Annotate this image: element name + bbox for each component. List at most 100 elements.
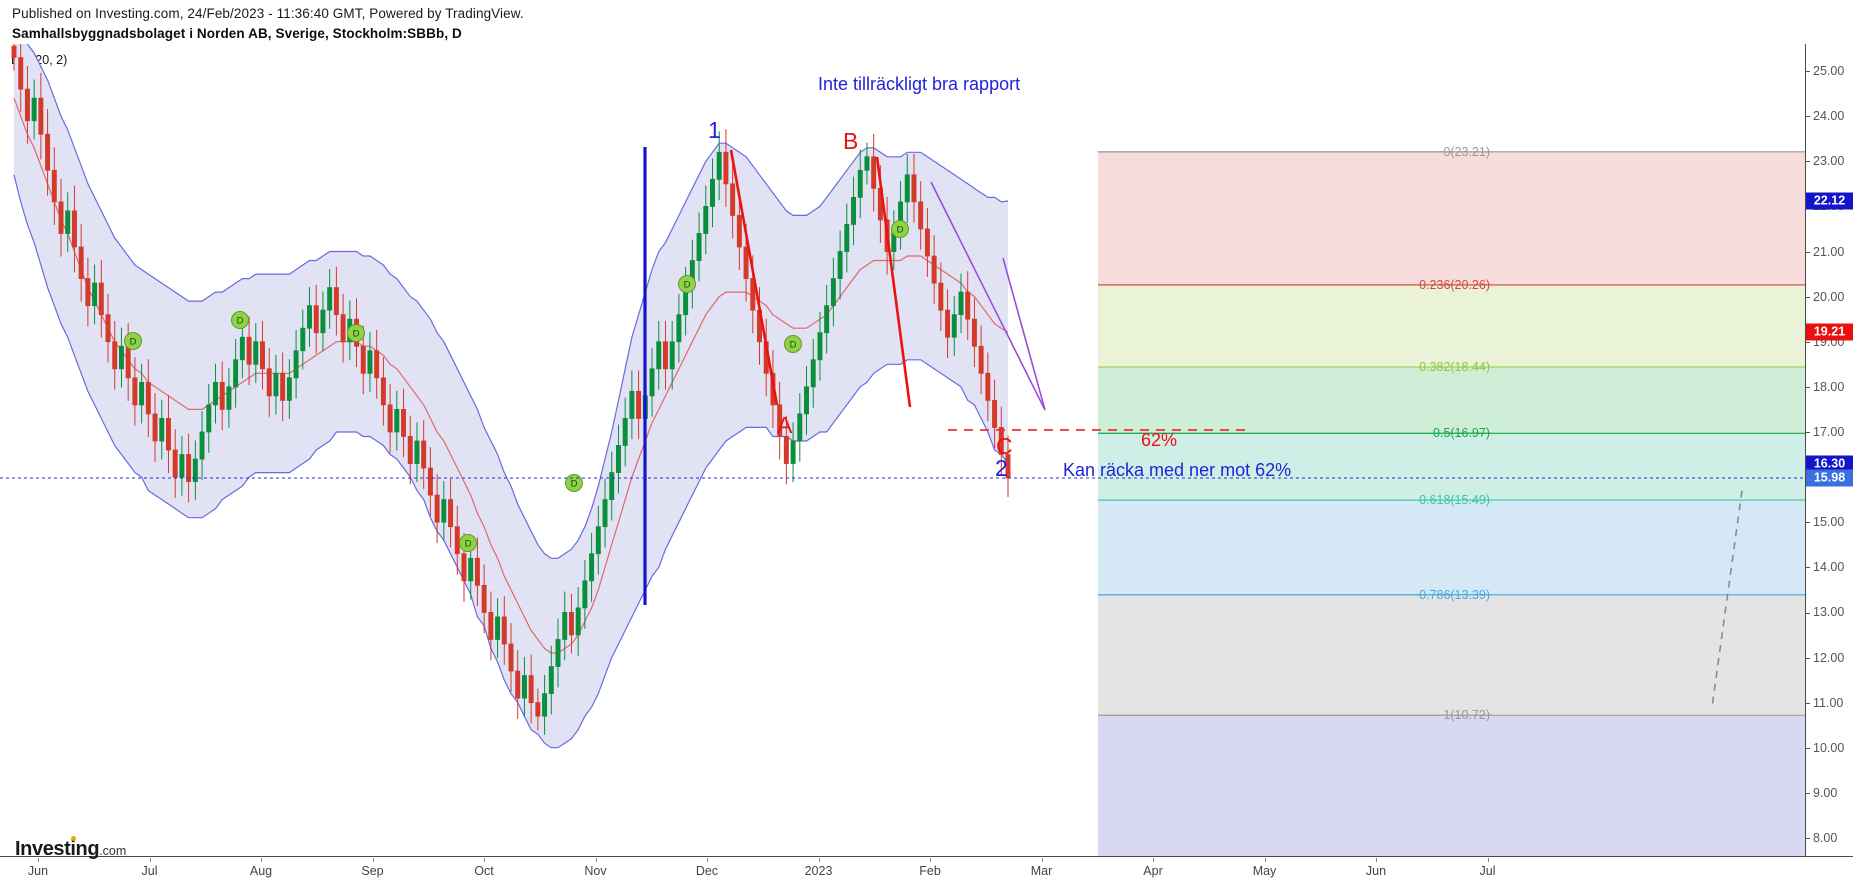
logo-wordmark: Investing bbox=[15, 838, 100, 860]
fib-label-0: 0(23.21) bbox=[1443, 144, 1490, 159]
svg-text:D: D bbox=[684, 280, 691, 291]
price-tick-8.00: 8.00 bbox=[1806, 831, 1853, 845]
time-tick-mark bbox=[1264, 858, 1266, 862]
price-tick-9.00: 9.00 bbox=[1806, 786, 1853, 800]
price-tick-label: 25.00 bbox=[1813, 64, 1845, 79]
time-tick-feb: Feb bbox=[919, 864, 941, 878]
bollinger-basis bbox=[13, 97, 1009, 654]
time-tick-mark bbox=[38, 858, 39, 862]
price-tick-14.00: 14.00 bbox=[1806, 560, 1853, 574]
time-tick-2023: 2023 bbox=[804, 864, 833, 878]
svg-text:D: D bbox=[571, 479, 578, 490]
time-tick-dec: Dec bbox=[695, 864, 719, 878]
price-tick-label: 24.00 bbox=[1813, 109, 1845, 124]
time-tick-nov: Nov bbox=[584, 864, 607, 878]
price-tick-label: 15.00 bbox=[1813, 515, 1845, 530]
price-tick-20.00: 20.00 bbox=[1806, 290, 1853, 304]
price-tick-label: 10.00 bbox=[1813, 740, 1845, 755]
time-tick-may: May bbox=[1252, 864, 1277, 878]
price-tick-label: 8.00 bbox=[1813, 830, 1838, 845]
time-tick-mark bbox=[372, 858, 374, 862]
publication-header: Published on Investing.com, 24/Feb/2023 … bbox=[12, 6, 524, 21]
price-tick-label: 20.00 bbox=[1813, 289, 1845, 304]
svg-text:D: D bbox=[237, 316, 244, 327]
price-tick-13.00: 13.00 bbox=[1806, 605, 1853, 619]
trendline-red-2 bbox=[875, 156, 912, 408]
time-tick-mark bbox=[1041, 858, 1043, 862]
bollinger-upper bbox=[26, 44, 1009, 559]
price-tick-label: 11.00 bbox=[1813, 695, 1844, 710]
price-tick-25.00: 25.00 bbox=[1806, 64, 1853, 78]
time-tick-mark bbox=[261, 858, 262, 862]
price-tick-label: 18.00 bbox=[1813, 379, 1845, 394]
time-tick-jun: Jun bbox=[27, 864, 49, 878]
time-tick-mark bbox=[818, 858, 820, 862]
badge-basis[interactable]: 19.21 bbox=[1806, 323, 1853, 341]
divergence-markers: D D D D D D D D bbox=[124, 220, 909, 552]
price-tick-12.00: 12.00 bbox=[1806, 651, 1853, 665]
svg-text:D: D bbox=[130, 337, 137, 348]
fib-zone-below bbox=[1098, 715, 1805, 856]
badge-last-price[interactable]: 15.98 bbox=[1806, 469, 1853, 487]
time-tick-mark bbox=[1153, 858, 1154, 862]
time-tick-mark bbox=[1376, 858, 1377, 862]
time-tick-jul: Jul bbox=[141, 864, 158, 878]
price-tick-label: 17.00 bbox=[1813, 424, 1845, 439]
time-tick-mar: Mar bbox=[1030, 864, 1053, 878]
chart-plot-area[interactable]: D D D D D D D D bbox=[0, 44, 1805, 856]
price-tick-17.00: 17.00 bbox=[1806, 425, 1853, 439]
price-axis-separator bbox=[1805, 44, 1806, 856]
fib-label-0.5: 0.5(16.97) bbox=[1433, 426, 1490, 441]
time-tick-aug: Aug bbox=[249, 864, 273, 878]
time-axis[interactable]: Jun Jul Aug Sep Oct Nov Dec 2023 Feb Mar Apr May Jun… bbox=[0, 858, 1805, 888]
price-tick-10.00: 10.00 bbox=[1806, 741, 1853, 755]
price-tick-21.00: 21.00 bbox=[1806, 245, 1853, 259]
time-axis-separator bbox=[0, 856, 1853, 857]
svg-text:D: D bbox=[353, 329, 360, 340]
fib-label-0.618: 0.618(15.49) bbox=[1419, 493, 1490, 508]
badge-lower-band[interactable]: 16.30 bbox=[1806, 455, 1853, 473]
time-tick-jul: Jul bbox=[1479, 864, 1496, 878]
wave-label-1: 1 bbox=[708, 117, 721, 143]
price-axis[interactable]: 25.0024.0023.0022.0021.0020.0019.0018.00… bbox=[1806, 44, 1853, 856]
logo-dot-icon bbox=[71, 836, 76, 841]
price-tick-24.00: 24.00 bbox=[1806, 109, 1853, 123]
fib-zone-0.5 bbox=[1098, 433, 1805, 501]
fib-label-0.382: 0.382(18.44) bbox=[1419, 359, 1490, 374]
time-tick-mark bbox=[930, 858, 931, 862]
logo-tld: .com bbox=[99, 844, 127, 858]
fib-projection-line bbox=[1711, 490, 1743, 708]
annotation-target-note: Kan räcka med ner mot 62% bbox=[1063, 460, 1292, 480]
fib-zone-0.236 bbox=[1098, 284, 1805, 367]
bollinger-lower bbox=[13, 174, 1009, 749]
annotation-report-note: Inte tillräckligt bra rapport bbox=[818, 74, 1021, 94]
time-tick-mark bbox=[707, 858, 708, 862]
symbol-title: Samhallsbyggnadsbolaget i Norden AB, Sve… bbox=[12, 26, 462, 41]
time-tick-mark bbox=[149, 858, 151, 862]
fib-zone-0 bbox=[1098, 151, 1805, 285]
time-tick-mark bbox=[1487, 858, 1489, 862]
investing-logo: Investing.com bbox=[15, 836, 127, 861]
trendline-purple-1 bbox=[930, 181, 1046, 411]
price-tick-label: 9.00 bbox=[1813, 785, 1838, 800]
chart-canvas: D D D D D D D D bbox=[0, 44, 1805, 856]
fib-zone-0.618 bbox=[1098, 500, 1805, 595]
svg-text:D: D bbox=[897, 225, 904, 236]
price-tick-11.00: 11.00 bbox=[1806, 696, 1853, 710]
fib-label-1: 1(10.72) bbox=[1443, 708, 1490, 723]
price-tick-label: 13.00 bbox=[1813, 605, 1845, 620]
trendline-purple-2 bbox=[1002, 257, 1046, 411]
wave-label-c: C bbox=[996, 433, 1013, 459]
time-tick-jun: Jun bbox=[1365, 864, 1387, 878]
wave-label-b: B bbox=[843, 128, 859, 154]
trendline-red-1 bbox=[729, 149, 779, 406]
svg-text:D: D bbox=[465, 539, 472, 550]
annotation-pct-62: 62% bbox=[1141, 430, 1178, 450]
price-tick-15.00: 15.00 bbox=[1806, 515, 1853, 529]
wave-label-a: A bbox=[777, 412, 793, 438]
fib-label-0.236: 0.236(20.26) bbox=[1419, 277, 1490, 292]
fib-zone-0.382 bbox=[1098, 366, 1805, 434]
badge-upper-band[interactable]: 22.12 bbox=[1806, 192, 1853, 210]
price-tick-label: 23.00 bbox=[1813, 154, 1845, 169]
time-tick-oct: Oct bbox=[474, 864, 494, 878]
